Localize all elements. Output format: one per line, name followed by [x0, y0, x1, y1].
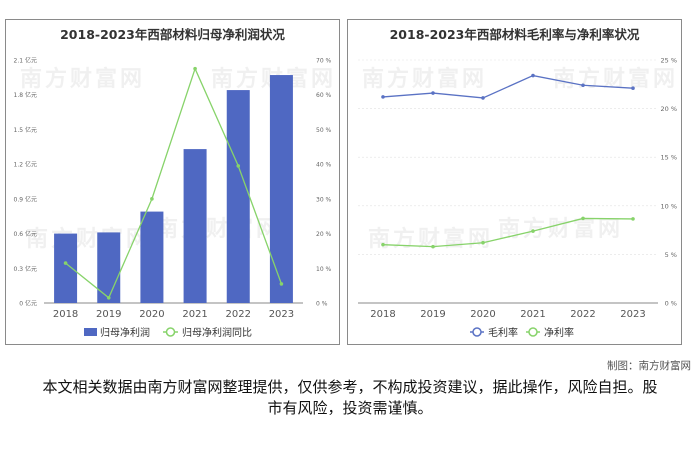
point-gross-margin	[431, 91, 435, 95]
legend-swatch-dot	[528, 327, 538, 337]
x-tick-label: 2023	[620, 309, 645, 320]
point-net-margin	[531, 229, 535, 233]
point-gross-margin	[531, 73, 535, 78]
watermark-text: 南方财富网	[26, 226, 151, 252]
watermark-text: 南方财富网	[368, 226, 493, 252]
point-yoy-growth	[106, 295, 111, 300]
y-right-tick-label: 30 %	[316, 196, 332, 203]
left-chart-panel: 2018-2023年西部材料归母净利润状况 南方财富网南方财富网南方财富网南方财…	[5, 19, 340, 345]
x-tick-label: 2018	[53, 309, 78, 320]
x-tick-label: 2021	[182, 309, 207, 320]
y-left-tick-label: 2.1 亿元	[14, 57, 37, 65]
x-tick-label: 2021	[520, 309, 545, 320]
watermark-text: 南方财富网	[498, 216, 623, 242]
y-right-tick-label: 40 %	[316, 162, 332, 169]
x-tick-label: 2019	[420, 309, 445, 320]
point-net-margin	[581, 216, 585, 221]
point-yoy-growth	[236, 164, 241, 168]
y-left-tick-label: 0.6 亿元	[14, 230, 37, 238]
y-right-tick-label: 0 %	[316, 301, 328, 308]
bar-2021	[183, 149, 207, 303]
y-left-tick-label: 0.9 亿元	[14, 195, 37, 203]
left-chart-title: 2018-2023年西部材料归母净利润状况	[60, 27, 285, 42]
legend-label: 净利率	[544, 326, 574, 339]
chart-credit: 制图：南方财富网	[607, 360, 691, 372]
point-yoy-growth	[279, 282, 284, 286]
x-tick-label: 2019	[96, 309, 121, 320]
line-gross-margin	[382, 74, 634, 99]
y-left-tick-label: 0.3 亿元	[14, 265, 37, 273]
y-right-tick-label: 20 %	[316, 231, 332, 238]
right-chart-title: 2018-2023年西部材料毛利率与净利率状况	[389, 27, 640, 42]
y-left-tick-label: 0 亿元	[19, 300, 37, 308]
disclaimer-text: 本文相关数据由南方财富网整理提供，仅供参考，不构成投资建议，据此操作，风险自担。…	[42, 378, 658, 417]
x-tick-label: 2020	[139, 309, 164, 320]
y-right-tick-label: 10 %	[316, 266, 332, 273]
y-tick-label: 10 %	[660, 202, 677, 210]
point-net-margin	[631, 217, 635, 221]
legend-swatch-bar	[84, 328, 97, 336]
y-left-tick-label: 1.5 亿元	[14, 126, 37, 134]
x-tick-label: 2020	[470, 309, 495, 320]
right-chart-panel: 2018-2023年西部材料毛利率与净利率状况 南方财富网 南方财富网 南方财富网南…	[347, 19, 682, 345]
point-net-margin	[381, 242, 385, 247]
point-yoy-growth	[150, 197, 154, 201]
point-net-margin	[481, 240, 485, 245]
line-net-margin	[382, 217, 634, 248]
y-left-tick-label: 1.8 亿元	[14, 91, 37, 99]
y-tick-label: 15 %	[660, 154, 677, 162]
bar-2019	[97, 232, 121, 303]
point-gross-margin	[481, 96, 485, 100]
y-left-tick-label: 1.2 亿元	[14, 161, 37, 169]
legend-swatch-dot	[165, 327, 176, 337]
watermark-text: 南方财富网	[362, 66, 487, 92]
y-right-tick-label: 60 %	[316, 92, 332, 99]
legend-label: 毛利率	[488, 326, 518, 339]
bar-2020	[140, 211, 164, 303]
point-gross-margin	[381, 95, 385, 99]
line-yoy-growth	[65, 66, 283, 299]
bar-2018	[54, 233, 78, 303]
y-tick-label: 20 %	[660, 105, 677, 113]
point-gross-margin	[581, 83, 585, 88]
watermark-text: 南方财富网	[20, 66, 145, 92]
y-tick-label: 5 %	[665, 251, 677, 259]
point-yoy-growth	[193, 66, 197, 71]
y-right-tick-label: 50 %	[316, 127, 332, 134]
point-net-margin	[431, 244, 435, 249]
bar-2022	[226, 90, 250, 303]
y-tick-label: 0 %	[665, 300, 677, 308]
x-tick-label: 2022	[226, 309, 251, 320]
watermark-text: 南方财富网	[156, 216, 281, 242]
legend-label-line: 归母净利润同比	[182, 326, 252, 339]
x-tick-label: 2023	[269, 309, 294, 320]
point-gross-margin	[631, 86, 635, 90]
legend-label-bar: 归母净利润	[100, 326, 150, 339]
x-tick-label: 2018	[370, 309, 395, 320]
y-right-tick-label: 70 %	[316, 58, 332, 65]
x-tick-label: 2022	[570, 309, 595, 320]
point-yoy-growth	[63, 261, 68, 265]
y-tick-label: 25 %	[660, 57, 677, 65]
bar-2023	[269, 75, 293, 303]
legend-swatch-dot	[472, 327, 482, 337]
watermark-text: 南方财富网	[553, 66, 678, 92]
